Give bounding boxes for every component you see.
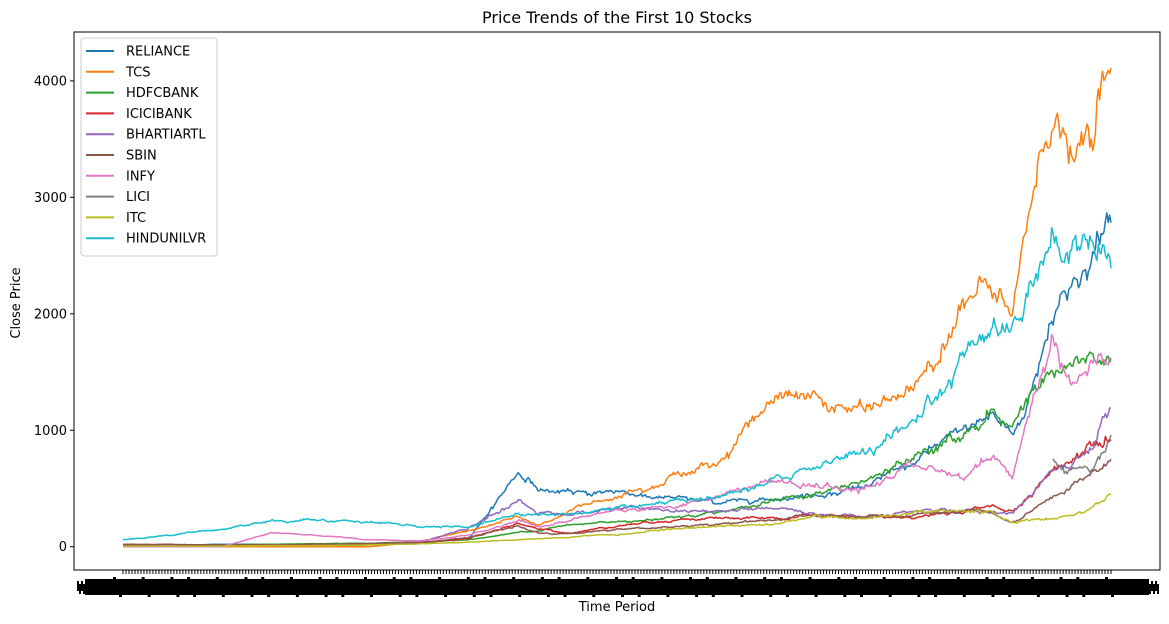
series-line-hindunilvr (122, 226, 1112, 541)
y-tick-label: 2000 (34, 307, 67, 322)
chart-title: Price Trends of the First 10 Stocks (482, 8, 752, 27)
series-line-sbin (123, 458, 1112, 546)
legend-label-infy: INFY (126, 169, 155, 184)
legend-label-tcs: TCS (125, 65, 151, 80)
series-layer (122, 67, 1112, 548)
series-line-tcs (123, 67, 1112, 548)
series-line-itc (123, 493, 1112, 547)
legend-label-hdfcbank: HDFCBANK (126, 86, 199, 101)
y-tick-label: 3000 (34, 191, 67, 206)
legend-label-sbin: SBIN (126, 149, 157, 164)
legend-label-lici: LICI (126, 190, 150, 205)
legend-box (80, 37, 218, 257)
x-tick-labels (122, 570, 1112, 574)
y-tick-label: 4000 (34, 74, 67, 89)
y-axis-title: Close Price (9, 267, 24, 338)
axes-layer: 0 1000 2000 3000 4000 (34, 31, 1161, 597)
legend: RELIANCE TCS HDFCBANK ICICIBANK BHARTIARTL SB… (80, 37, 218, 257)
legend-label-hindunilvr: HINDUNILVR (126, 232, 206, 247)
y-tick-label: 1000 (34, 424, 67, 439)
legend-label-reliance: RELIANCE (126, 45, 190, 60)
legend-label-bhartiartl: BHARTIARTL (126, 128, 206, 143)
series-line-infy (123, 333, 1112, 548)
legend-label-itc: ITC (126, 211, 146, 226)
y-tick-label: 0 (59, 540, 67, 555)
series-line-lici (1052, 434, 1112, 475)
x-tick-label-smear (85, 579, 1149, 595)
legend-label-icicibank: ICICIBANK (126, 107, 192, 122)
x-axis-title: Time Period (578, 600, 655, 615)
